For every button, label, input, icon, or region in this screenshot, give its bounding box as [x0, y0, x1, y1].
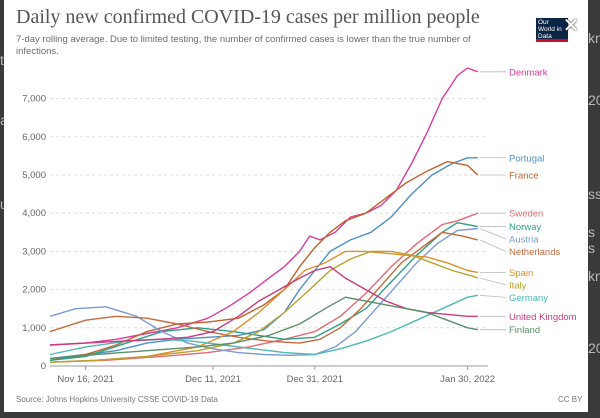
y-tick-label: 2,000: [22, 285, 46, 296]
x-tick-label: Nov 16, 2021: [57, 374, 114, 385]
y-tick-label: 0: [41, 361, 46, 372]
y-tick-label: 1,000: [22, 323, 46, 334]
gridlines: [50, 98, 488, 367]
series-line-norway: [49, 222, 478, 361]
license-link[interactable]: CC BY: [558, 395, 583, 404]
series-label: United Kingdom: [509, 312, 577, 323]
y-tick-label: 5,000: [22, 170, 46, 181]
series-lines: [49, 67, 479, 363]
close-icon[interactable]: ✕: [562, 15, 580, 37]
series-line-italy: [49, 250, 479, 363]
background-text: kn: [588, 268, 600, 284]
series-line-netherlands: [49, 231, 478, 344]
series-line-sweden: [49, 212, 479, 363]
series-labels: Denmark Portugal France Sweden Norway Austria…: [479, 67, 577, 336]
series-label: Austria: [509, 235, 539, 246]
label-leader: [479, 294, 507, 298]
background-text: ss: [588, 186, 600, 202]
series-line-portugal: [49, 157, 478, 360]
label-leader: [479, 277, 507, 286]
series-line-austria: [49, 227, 478, 356]
series-label: Spain: [509, 268, 533, 279]
our-world-in-data-logo[interactable]: Our World in Data: [536, 18, 568, 42]
background-text: s s: [588, 224, 595, 256]
y-tick-label: 6,000: [22, 132, 46, 143]
chart-subtitle: 7-day rolling average. Due to limited te…: [16, 34, 471, 57]
series-label: Sweden: [509, 209, 543, 220]
y-tick-label: 7,000: [22, 94, 46, 105]
source-note: Source: Johns Hopkins University CSSE CO…: [16, 395, 218, 404]
series-label: Germany: [509, 293, 548, 304]
series-line-united-kingdom: [49, 266, 478, 346]
series-line-denmark: [49, 67, 479, 346]
series-line-finland: [49, 296, 478, 360]
x-tick-label: Dec 11, 2021: [185, 374, 241, 385]
x-axis: Nov 16, 2021 Dec 11, 2021 Dec 31, 2021 Jan …: [57, 366, 495, 385]
chart-card: Daily new confirmed COVID-19 cases per m…: [4, 0, 588, 412]
background-text: 20: [588, 92, 600, 108]
series-label: Denmark: [509, 67, 548, 78]
series-label: Italy: [509, 280, 527, 291]
line-chart: 0 1,000 2,000 3,000 4,000 5,000 6,000 7,000 Nov…: [22, 67, 577, 385]
y-tick-label: 3,000: [22, 246, 46, 257]
background-text: 20: [588, 340, 600, 356]
series-label: France: [509, 170, 539, 181]
x-tick-label: Dec 31, 2021: [287, 374, 344, 385]
series-label: Norway: [509, 222, 541, 233]
series-label: Finland: [509, 325, 540, 336]
background-text: kn: [588, 30, 600, 46]
series-label: Netherlands: [509, 247, 560, 258]
y-tick-label: 4,000: [22, 208, 46, 219]
series-line-spain: [49, 250, 478, 363]
chart-title: Daily new confirmed COVID-19 cases per m…: [16, 6, 480, 28]
series-line-france: [49, 160, 479, 361]
series-label: Portugal: [509, 153, 544, 164]
label-leader: [479, 239, 507, 252]
y-axis-ticks: 0 1,000 2,000 3,000 4,000 5,000 6,000 7,000: [22, 94, 46, 372]
x-tick-label: Jan 30, 2022: [440, 374, 495, 385]
label-leader: [479, 228, 507, 240]
